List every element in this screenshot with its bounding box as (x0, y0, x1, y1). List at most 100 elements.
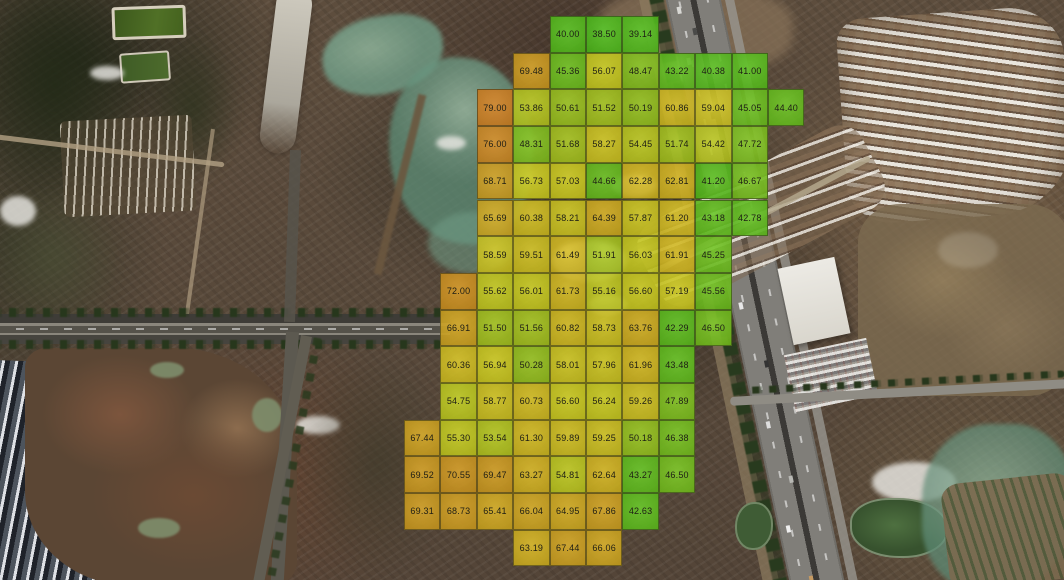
heatmap-cell: 60.36 (440, 346, 477, 383)
heatmap-cell: 43.22 (658, 52, 696, 90)
heatmap-cell: 61.91 (658, 236, 696, 273)
heatmap-cell: 61.49 (549, 236, 586, 273)
heatmap-cell: 68.71 (476, 162, 514, 200)
heatmap-cell: 66.04 (513, 493, 550, 530)
heatmap-cell: 59.51 (513, 236, 550, 273)
heatmap-cell: 57.96 (586, 346, 623, 383)
heatmap-cell: 42.29 (658, 309, 696, 347)
puddle (252, 398, 282, 432)
tree-row (0, 308, 444, 317)
heatmap-cell: 47.89 (658, 383, 696, 420)
heatmap-cell: 51.91 (586, 236, 623, 273)
heatmap-cell: 60.73 (513, 383, 550, 420)
heatmap-cell: 56.07 (586, 52, 623, 90)
heatmap-cell: 56.01 (513, 272, 550, 310)
heatmap-cell: 66.06 (586, 529, 623, 567)
heatmap-cell: 62.81 (658, 162, 696, 200)
heatmap-cell: 50.28 (513, 346, 550, 383)
heatmap-cell: 56.94 (476, 346, 514, 383)
heatmap-cell: 51.68 (549, 126, 586, 163)
heatmap-cell: 45.25 (695, 236, 732, 273)
heatmap-cell: 56.60 (549, 383, 586, 420)
heatmap-cell: 45.56 (695, 272, 732, 310)
heatmap-cell: 38.50 (586, 16, 623, 53)
heatmap-cell: 54.45 (622, 126, 659, 163)
heatmap-cell: 68.73 (440, 493, 477, 530)
heatmap-cell: 59.25 (586, 419, 623, 457)
heatmap-cell: 69.48 (513, 52, 550, 90)
farmland (858, 204, 1064, 396)
heatmap-cell: 63.76 (622, 309, 659, 347)
heatmap-cell: 48.47 (622, 52, 659, 90)
heatmap-cell: 57.03 (549, 162, 586, 200)
heatmap-cell: 59.89 (549, 419, 586, 457)
snow-patch (0, 196, 36, 226)
heatmap-cell: 57.19 (658, 272, 696, 310)
heatmap-cell: 50.19 (622, 89, 659, 127)
heatmap-cell: 40.38 (695, 52, 732, 90)
heatmap-cell: 62.28 (622, 162, 659, 200)
heatmap-cell: 72.00 (440, 272, 477, 310)
pond (735, 502, 773, 550)
heatmap-cell: 58.59 (476, 236, 514, 273)
heatmap-cell: 51.56 (513, 309, 550, 347)
heatmap-cell: 45.36 (549, 52, 586, 90)
heatmap-cell: 66.91 (440, 309, 477, 347)
heatmap-cell: 67.44 (404, 419, 441, 457)
heatmap-cell: 44.40 (768, 89, 805, 127)
heatmap-cell: 59.04 (695, 89, 732, 127)
tree-row (0, 340, 442, 349)
heatmap-cell: 63.19 (513, 529, 550, 567)
heatmap-cell: 76.00 (476, 126, 514, 163)
heatmap-cell: 58.01 (549, 346, 586, 383)
heatmap-cell: 39.14 (622, 16, 659, 53)
heatmap-cell: 58.73 (586, 309, 623, 347)
heatmap-cell: 56.73 (513, 162, 550, 200)
heatmap-cell: 50.61 (549, 89, 586, 127)
heatmap-cell: 48.31 (513, 126, 550, 163)
heatmap-cell: 62.64 (586, 456, 623, 494)
heatmap-cell: 53.54 (476, 419, 514, 457)
heatmap-cell: 43.48 (658, 346, 696, 383)
heatmap-cell: 54.42 (695, 126, 732, 163)
heatmap-cell: 53.86 (513, 89, 550, 127)
puddle (138, 518, 180, 538)
heatmap-cell: 47.72 (731, 126, 768, 163)
heatmap-cell: 61.20 (658, 199, 696, 237)
heatmap-cell: 59.26 (622, 383, 659, 420)
heatmap-cell: 40.00 (549, 16, 586, 53)
heatmap-cell: 43.27 (622, 456, 659, 494)
heatmap-cell: 70.55 (440, 456, 477, 494)
heatmap-cell: 43.18 (695, 199, 732, 237)
heatmap-cell: 60.82 (549, 309, 586, 347)
heatmap-cell: 56.24 (586, 383, 623, 420)
heatmap-cell: 58.21 (549, 199, 586, 237)
heatmap-cell: 64.95 (549, 493, 586, 530)
heatmap-cell: 46.67 (731, 162, 768, 200)
heatmap-cell: 58.27 (586, 126, 623, 163)
heatmap-cell: 51.50 (476, 309, 514, 347)
heatmap-cell: 63.27 (513, 456, 550, 494)
heatmap-cell: 55.62 (476, 272, 514, 310)
heatmap-cell: 65.41 (476, 493, 514, 530)
heatmap-cell: 67.86 (586, 493, 623, 530)
lane-markings (0, 328, 444, 330)
puddle (150, 362, 184, 378)
heatmap-cell: 60.38 (513, 199, 550, 237)
heatmap-cell: 42.63 (622, 493, 659, 530)
heatmap-cell: 50.18 (622, 419, 659, 457)
heatmap-cell: 41.20 (695, 162, 732, 200)
heatmap-cell: 46.50 (695, 309, 732, 347)
heatmap-cell: 46.38 (658, 419, 696, 457)
heatmap-cell: 55.16 (586, 272, 623, 310)
snow-patch (436, 136, 466, 150)
heatmap-cell: 64.39 (586, 199, 623, 237)
heatmap-cell: 42.78 (731, 199, 768, 237)
heatmap-cell: 51.74 (658, 126, 696, 163)
heatmap-cell: 41.00 (731, 52, 768, 90)
heatmap-cell: 44.66 (586, 162, 623, 200)
heatmap-cell: 69.31 (404, 493, 441, 530)
heatmap-cell: 57.87 (622, 199, 659, 237)
heatmap-cell: 61.73 (549, 272, 586, 310)
